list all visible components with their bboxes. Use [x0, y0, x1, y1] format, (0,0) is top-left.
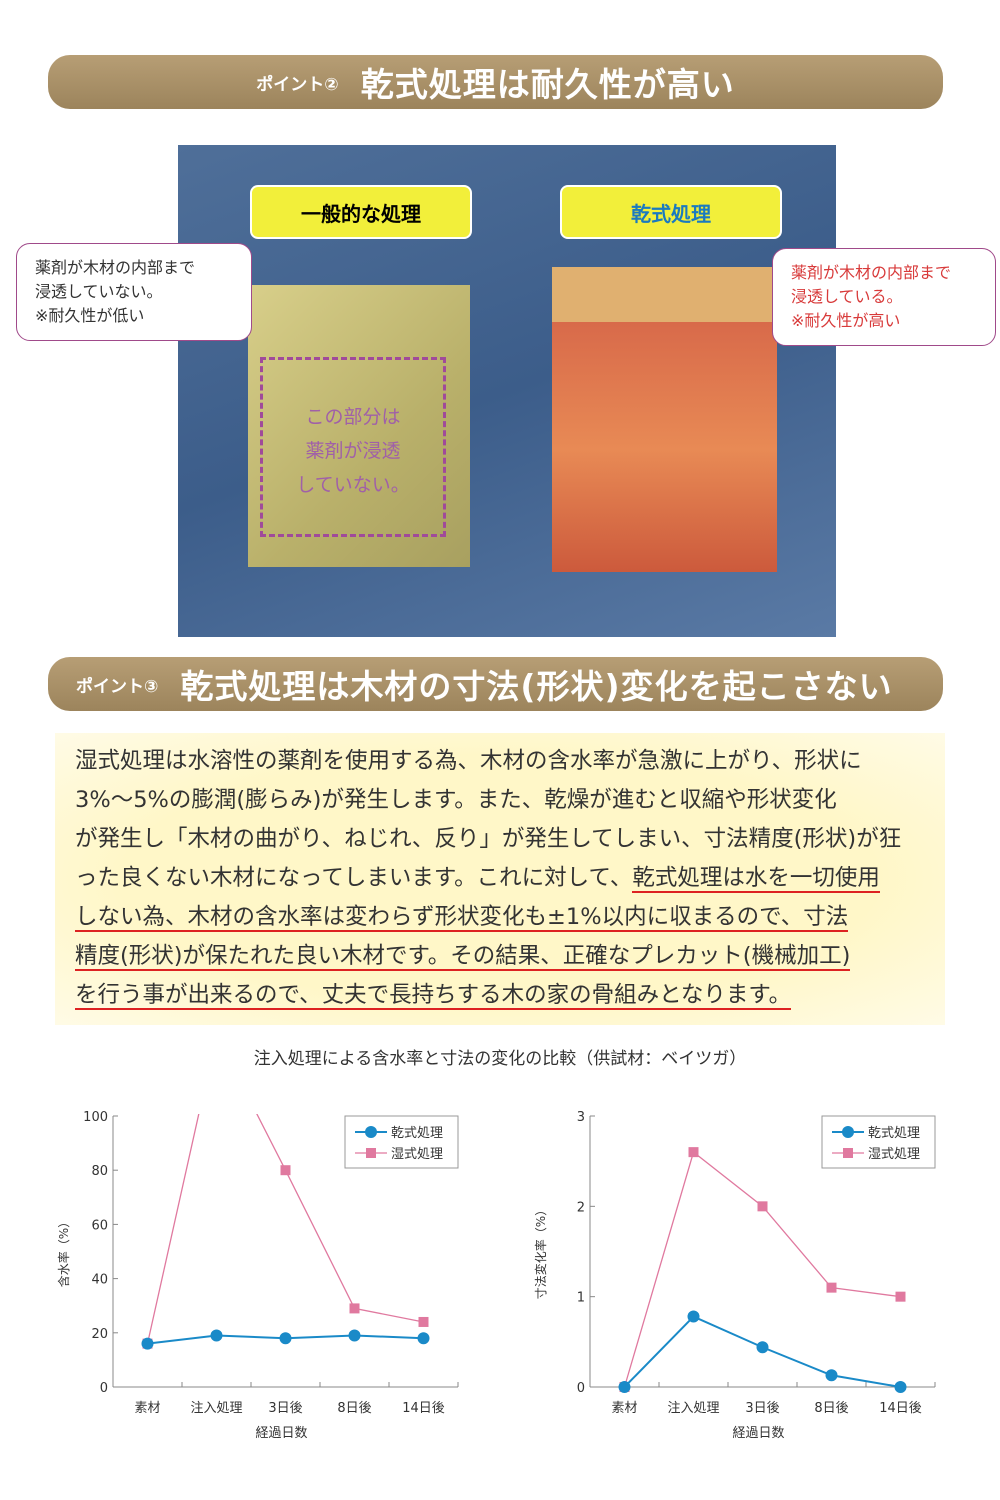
- note-line: 薬剤が浸透: [305, 440, 401, 462]
- text: が発生し「木材の曲がり、ねじれ、反り」が発生してしまい、寸法精度(形状)が狂: [75, 826, 902, 852]
- legend-marker: [365, 1126, 377, 1138]
- x-tick-label: 素材: [611, 1401, 637, 1416]
- section3-header: ポイント③ 乾式処理は木材の寸法(形状)変化を起こさない: [48, 657, 943, 711]
- data-point: [418, 1316, 429, 1327]
- data-point: [895, 1291, 906, 1302]
- y-tick-label: 40: [91, 1273, 108, 1288]
- data-point: [894, 1381, 907, 1393]
- callout-line: ※耐久性が低い: [35, 306, 145, 325]
- x-tick-label: 3日後: [268, 1401, 302, 1416]
- x-tick-label: 8日後: [337, 1401, 371, 1416]
- legend-label: 乾式処理: [391, 1126, 443, 1141]
- point-label: ポイント③: [76, 676, 159, 697]
- series-dry: [141, 1329, 430, 1350]
- x-tick-label: 3日後: [745, 1401, 779, 1416]
- callout-line: 薬剤が木材の内部まで: [791, 263, 952, 282]
- data-point: [348, 1329, 361, 1342]
- text: った良くない木材になってしまいます。これに対して、: [75, 865, 633, 891]
- y-tick-label: 1: [577, 1291, 585, 1306]
- legend-marker: [366, 1148, 376, 1158]
- y-tick-label: 80: [91, 1164, 108, 1179]
- data-point: [279, 1332, 292, 1345]
- treated-wood-block: [552, 267, 777, 572]
- paragraph-line: しない為、木材の含水率は変わらず形状変化も±1%以内に収まるので、寸法: [75, 899, 849, 932]
- data-point: [687, 1310, 700, 1323]
- text: 3%～5%の膨潤(膨らみ)が発生します。また、乾燥が進むと収縮や形状変化: [75, 787, 837, 813]
- y-tick-label: 100: [83, 1110, 108, 1125]
- x-tick-label: 注入処理: [190, 1401, 242, 1416]
- paragraph-line: を行う事が出来るので、丈夫で長持ちする木の家の骨組みとなります。: [75, 977, 792, 1010]
- underlined-text: 乾式処理は水を一切使用: [632, 865, 880, 893]
- tag-dry-treatment: 乾式処理: [560, 185, 782, 239]
- series-wet: [619, 1147, 906, 1392]
- data-point: [280, 1165, 291, 1176]
- data-point: [210, 1329, 223, 1342]
- paragraph-line: 精度(形状)が保たれた良い木材です。その結果、正確なプレカット(機械加工): [75, 938, 851, 971]
- x-tick-label: 素材: [134, 1401, 160, 1416]
- legend-label: 湿式処理: [391, 1147, 443, 1162]
- y-tick-label: 20: [91, 1327, 108, 1342]
- series-dry: [618, 1310, 907, 1393]
- left-callout: 薬剤が木材の内部まで 浸透していない。 ※耐久性が低い: [16, 243, 252, 341]
- data-point: [349, 1303, 360, 1314]
- section2-header: ポイント② 乾式処理は耐久性が高い: [48, 55, 943, 109]
- paragraph-line: 湿式処理は水溶性の薬剤を使用する為、木材の含水率が急激に上がり、形状に: [75, 743, 862, 775]
- callout-line: 浸透している。: [791, 287, 903, 306]
- data-point: [756, 1341, 769, 1354]
- x-axis-label: 経過日数: [732, 1426, 784, 1441]
- y-tick-label: 3: [577, 1110, 585, 1125]
- x-tick-label: 注入処理: [667, 1401, 719, 1416]
- dashed-region: この部分は 薬剤が浸透 していない。: [260, 357, 446, 537]
- x-tick-label: 8日後: [814, 1401, 848, 1416]
- y-axis-label: 含水率（%）: [56, 1216, 71, 1287]
- section-title: 乾式処理は耐久性が高い: [360, 65, 735, 104]
- y-tick-label: 0: [100, 1381, 108, 1396]
- wood-comparison-photo: この部分は 薬剤が浸透 していない。 一般的な処理 乾式処理: [178, 145, 836, 637]
- underlined-text: しない為、木材の含水率は変わらず形状変化も±1%以内に収まるので、寸法: [75, 904, 849, 932]
- point-label: ポイント②: [256, 74, 339, 95]
- underlined-text: を行う事が出来るので、丈夫で長持ちする木の家の骨組みとなります。: [75, 982, 792, 1010]
- section-title: 乾式処理は木材の寸法(形状)変化を起こさない: [180, 667, 893, 706]
- data-point: [688, 1147, 699, 1158]
- legend-marker: [843, 1148, 853, 1158]
- underlined-text: 精度(形状)が保たれた良い木材です。その結果、正確なプレカット(機械加工): [75, 943, 851, 971]
- legend-marker: [842, 1126, 854, 1138]
- tag-general-treatment: 一般的な処理: [250, 185, 472, 239]
- note-line: この部分は: [305, 406, 401, 428]
- y-tick-label: 0: [577, 1381, 585, 1396]
- paragraph-line: 3%～5%の膨潤(膨らみ)が発生します。また、乾燥が進むと収縮や形状変化: [75, 782, 837, 814]
- data-point: [417, 1332, 430, 1345]
- legend-label: 湿式処理: [868, 1147, 920, 1162]
- y-axis-label: 寸法変化率（%）: [533, 1204, 548, 1299]
- data-point: [825, 1369, 838, 1382]
- legend-label: 乾式処理: [868, 1126, 920, 1141]
- explanation-paragraph: 湿式処理は水溶性の薬剤を使用する為、木材の含水率が急激に上がり、形状に 3%～5%…: [55, 733, 945, 1025]
- data-point: [618, 1381, 631, 1393]
- untreated-wood-block: [248, 285, 470, 567]
- callout-line: ※耐久性が高い: [791, 311, 901, 330]
- text: 湿式処理は水溶性の薬剤を使用する為、木材の含水率が急激に上がり、形状に: [75, 748, 862, 774]
- x-axis-label: 経過日数: [255, 1426, 307, 1441]
- charts-title: 注入処理による含水率と寸法の変化の比較（供試材：ベイツガ）: [253, 1049, 747, 1069]
- callout-line: 浸透していない。: [35, 282, 163, 301]
- paragraph-line: った良くない木材になってしまいます。これに対して、乾式処理は水を一切使用: [75, 860, 880, 893]
- data-point: [826, 1282, 837, 1293]
- data-point: [141, 1337, 154, 1350]
- paragraph-line: が発生し「木材の曲がり、ねじれ、反り」が発生してしまい、寸法精度(形状)が狂: [75, 821, 901, 853]
- x-tick-label: 14日後: [879, 1401, 922, 1416]
- data-point: [757, 1201, 768, 1212]
- y-tick-label: 60: [91, 1218, 108, 1233]
- x-tick-label: 14日後: [402, 1401, 445, 1416]
- note-line: していない。: [296, 474, 410, 496]
- callout-line: 薬剤が木材の内部まで: [35, 258, 196, 277]
- right-callout: 薬剤が木材の内部まで 浸透している。 ※耐久性が高い: [772, 248, 996, 346]
- y-tick-label: 2: [577, 1200, 585, 1215]
